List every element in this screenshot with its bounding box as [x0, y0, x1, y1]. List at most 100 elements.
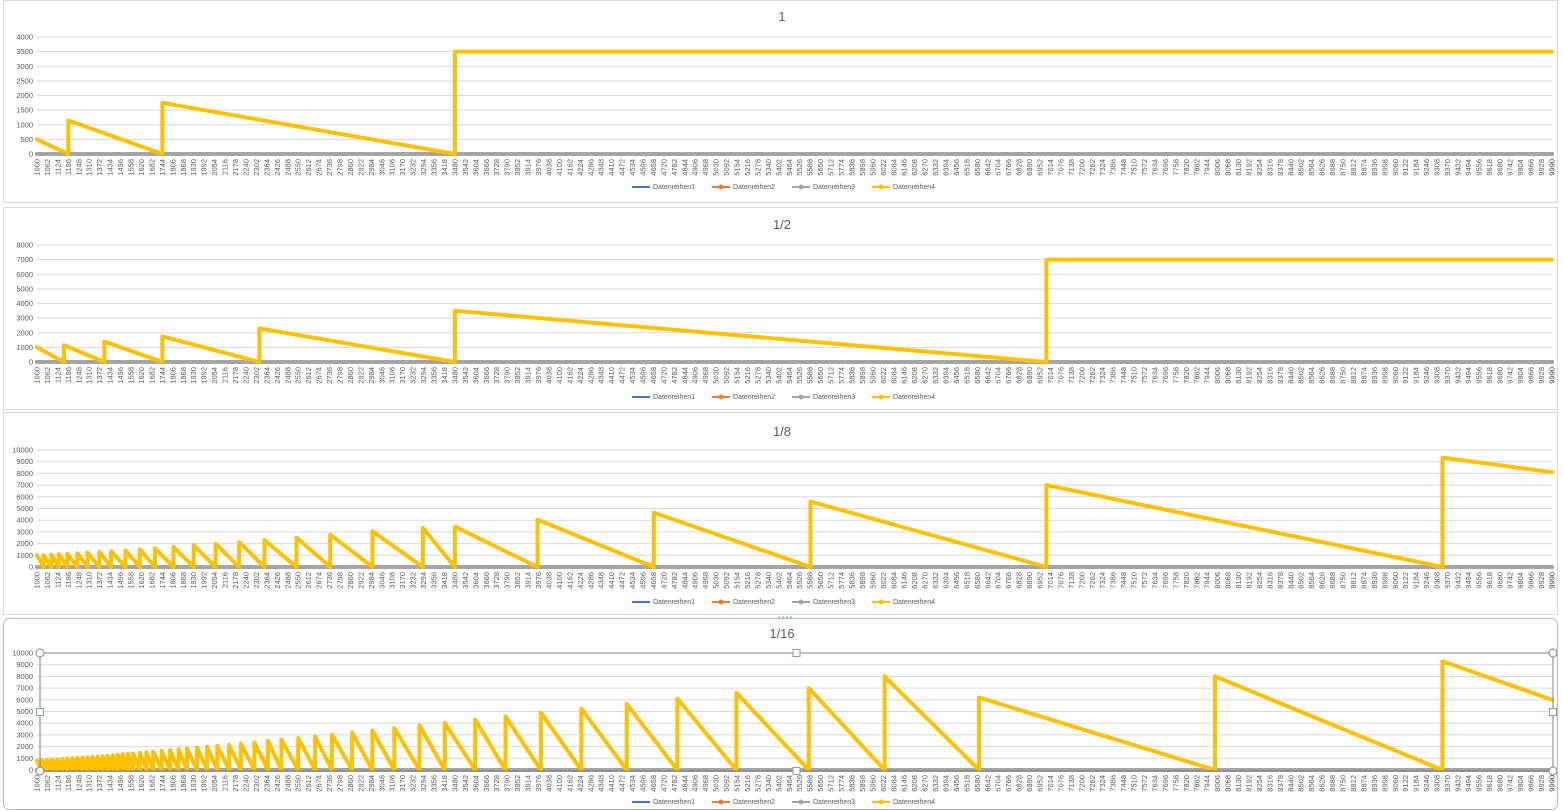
x-tick-label: 8006 — [1213, 572, 1222, 589]
x-tick-label: 2240 — [241, 159, 250, 176]
x-tick-label: 8626 — [1318, 367, 1327, 384]
x-tick-label: 4906 — [691, 572, 700, 589]
legend-marker — [798, 394, 804, 400]
x-tick-label: 9494 — [1464, 572, 1473, 589]
x-tick-label: 2674 — [315, 367, 324, 384]
x-tick-label: 1124 — [53, 572, 62, 588]
x-tick-label: 6890 — [1025, 775, 1034, 792]
x-tick-label: 1496 — [116, 159, 125, 176]
legend-entry: Datenreihen2 — [733, 184, 775, 191]
x-tick-label: 3790 — [503, 159, 512, 176]
x-tick-label: 6828 — [1015, 572, 1024, 589]
x-tick-label: 7448 — [1119, 572, 1128, 589]
x-tick-label: 5464 — [785, 367, 794, 384]
x-tick-label: 4782 — [670, 159, 679, 176]
x-tick-label: 3604 — [471, 775, 480, 792]
chart-panel-1-2[interactable]: 1/2 0 1000 2000 3000 4000 5000 6000 7000 8000 1000… — [3, 207, 1558, 410]
x-tick-label: 2550 — [294, 367, 303, 384]
x-tick-label: 9990 — [1548, 775, 1557, 792]
x-tick-label: 2798 — [336, 775, 345, 792]
legend-marker — [878, 599, 884, 605]
x-tick-label: 4224 — [576, 775, 585, 792]
x-tick-label: 6642 — [983, 367, 992, 384]
x-tick-label: 1248 — [74, 572, 83, 589]
x-tick-label: 2612 — [304, 159, 313, 176]
x-tick-label: 6332 — [931, 572, 940, 589]
x-tick-label: 3976 — [534, 367, 543, 384]
x-tick-label: 2736 — [325, 572, 334, 589]
x-tick-label: 4348 — [597, 775, 606, 792]
x-tick-label: 9370 — [1443, 775, 1452, 792]
series-line-datenreihen4 — [35, 455, 1554, 569]
x-tick-label: 2426 — [273, 159, 282, 176]
x-tick-label: 3790 — [503, 367, 512, 384]
x-tick-label: 4596 — [639, 775, 648, 792]
x-tick-label: 7386 — [1109, 775, 1118, 792]
x-tick-label: 3294 — [419, 159, 428, 176]
x-tick-label: 2674 — [315, 572, 324, 589]
x-tick-label: 3108 — [388, 159, 397, 176]
x-tick-label: 2612 — [304, 367, 313, 384]
x-tick-label: 9866 — [1527, 572, 1536, 589]
x-tick-label: 3418 — [440, 775, 449, 792]
x-tick-label: 6828 — [1015, 775, 1024, 792]
x-tick-label: 1124 — [53, 367, 62, 383]
x-tick-label: 7448 — [1119, 159, 1128, 176]
x-tick-label: 7572 — [1140, 367, 1149, 384]
x-tick-label: 6580 — [973, 572, 982, 589]
x-tick-label: 6208 — [910, 159, 919, 176]
x-tick-label: 4906 — [691, 367, 700, 384]
x-tick-label: 2674 — [315, 775, 324, 792]
resize-grip[interactable]: •••• — [778, 613, 793, 622]
x-tick-label: 7696 — [1161, 775, 1170, 792]
x-tick-label: 4596 — [639, 159, 648, 176]
x-tick-label: 6766 — [1004, 572, 1013, 589]
x-tick-label: 9246 — [1422, 367, 1431, 384]
x-tick-label: 9494 — [1464, 159, 1473, 176]
x-tick-label: 6766 — [1004, 159, 1013, 176]
x-tick-label: 5774 — [837, 775, 846, 792]
legend-marker — [718, 599, 724, 605]
x-tick-label: 3852 — [513, 775, 522, 792]
x-tick-label: 2488 — [283, 367, 292, 384]
x-tick-label: 2178 — [231, 775, 240, 792]
x-tick-label: 4100 — [555, 367, 564, 384]
chart-panel-1-8[interactable]: 1/8 0 1000 2000 3000 4000 5000 6000 7000 8000 9000… — [3, 412, 1558, 615]
x-tick-label: 2860 — [346, 367, 355, 384]
x-tick-label: 8440 — [1286, 159, 1295, 176]
x-tick-label: 4968 — [701, 159, 710, 176]
x-tick-label: 9432 — [1453, 367, 1462, 384]
x-tick-label: 7014 — [1046, 572, 1055, 589]
x-tick-label: 9928 — [1537, 367, 1546, 384]
x-tick-label: 7262 — [1088, 775, 1097, 792]
x-tick-label: 4162 — [565, 159, 574, 176]
x-tick-label: 5526 — [795, 159, 804, 176]
x-tick-label: 2860 — [346, 572, 355, 589]
chart-panel-1[interactable]: 1 0 500 1000 1500 2000 2500 3000 3500 4000 1000 106… — [3, 0, 1558, 203]
x-tick-label: 8874 — [1359, 367, 1368, 384]
x-tick-label: 7386 — [1109, 572, 1118, 589]
x-tick-label: 9742 — [1506, 572, 1515, 589]
x-tick-label: 5836 — [847, 775, 856, 792]
x-tick-label: 8998 — [1380, 159, 1389, 176]
chart-panel-1-16-selected[interactable]: 1/16 0 1000 2000 3000 4000 5000 6000 7000 8000 900… — [3, 618, 1558, 810]
x-tick-label: 3046 — [377, 775, 386, 792]
x-tick-label: 8688 — [1328, 572, 1337, 589]
legend-entry: Datenreihen1 — [653, 599, 695, 606]
y-tick-label: 9000 — [16, 660, 33, 669]
x-tick-label: 3666 — [482, 367, 491, 384]
x-tick-label: 6642 — [983, 572, 992, 589]
x-tick-label: 3108 — [388, 775, 397, 792]
x-tick-label: 2922 — [356, 775, 365, 792]
x-tick-label: 3542 — [461, 159, 470, 176]
x-tick-label: 2054 — [210, 775, 219, 792]
legend-entry: Datenreihen4 — [893, 184, 935, 191]
x-tick-label: 8502 — [1297, 572, 1306, 589]
x-tick-label: 3790 — [503, 775, 512, 792]
y-tick-label: 5000 — [16, 504, 33, 513]
x-tick-label: 3914 — [524, 367, 533, 384]
legend-entry: Datenreihen3 — [813, 799, 855, 806]
x-tick-label: 1124 — [53, 775, 62, 791]
x-tick-label: 9060 — [1391, 367, 1400, 384]
x-tick-label: 6456 — [952, 367, 961, 384]
